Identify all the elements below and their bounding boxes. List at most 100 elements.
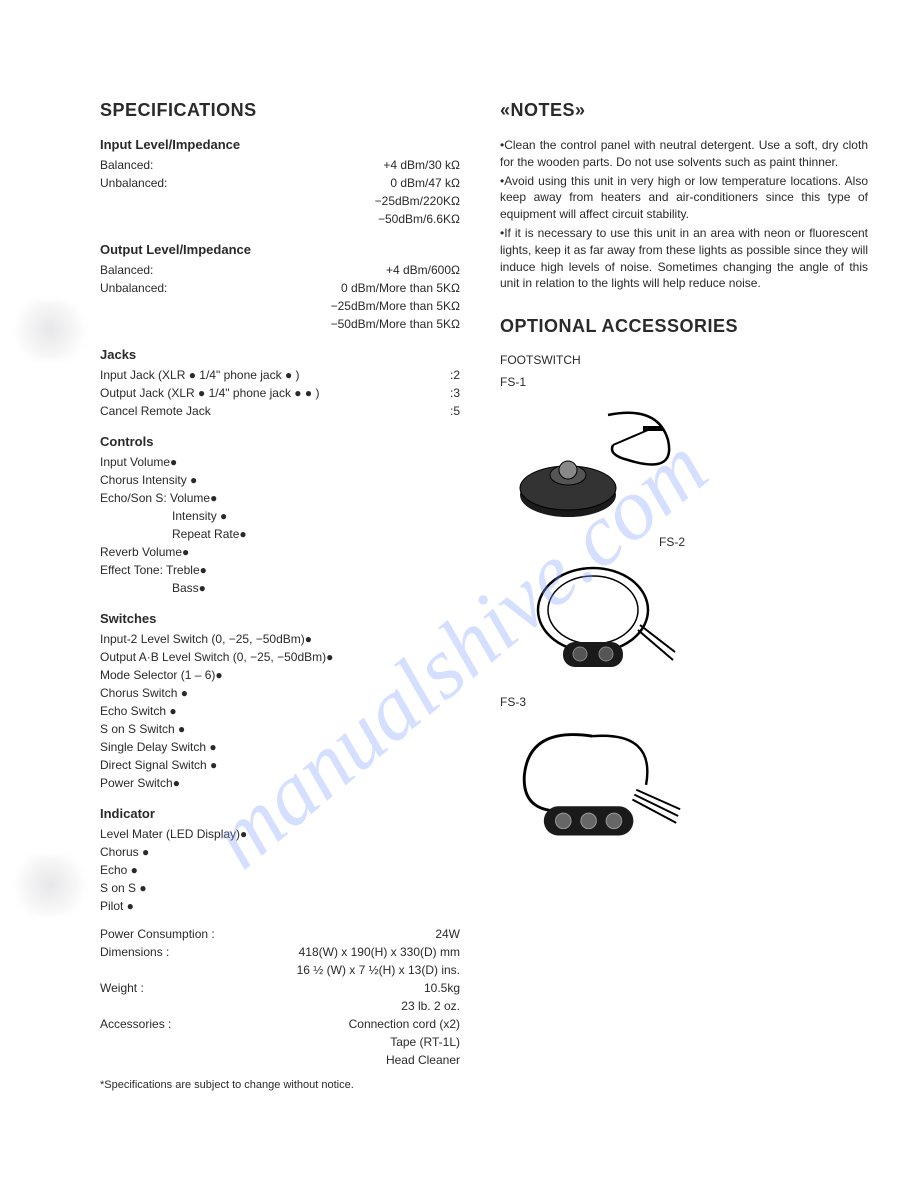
- misc-row: 23 lb. 2 oz.: [100, 997, 460, 1015]
- indicator-line: Echo ●: [100, 861, 460, 879]
- jack-value: :3: [430, 384, 460, 402]
- spec-value: −50dBm/More than 5KΩ: [210, 315, 460, 333]
- spec-row: −50dBm/More than 5KΩ: [100, 315, 460, 333]
- misc-row: Dimensions :418(W) x 190(H) x 330(D) mm: [100, 943, 460, 961]
- switch-line: Input-2 Level Switch (0, −25, −50dBm)●: [100, 630, 460, 648]
- control-line: Bass●: [100, 579, 460, 597]
- jack-value: :5: [430, 402, 460, 420]
- spec-label: Unbalanced:: [100, 174, 210, 192]
- control-line: Intensity ●: [100, 507, 460, 525]
- switch-line: Chorus Switch ●: [100, 684, 460, 702]
- misc-value: Tape (RT-1L): [240, 1033, 460, 1051]
- heading-jacks: Jacks: [100, 347, 460, 362]
- misc-value: 10.5kg: [240, 979, 460, 997]
- footswitch-item: FS-1: [500, 375, 685, 525]
- indicator-line: S on S ●: [100, 879, 460, 897]
- spec-row: Balanced: +4 dBm/30 kΩ: [100, 156, 460, 174]
- fs-label: FS-2: [500, 535, 685, 549]
- fs1-image: [500, 395, 685, 525]
- note-bullet: •Avoid using this unit in very high or l…: [500, 173, 868, 223]
- misc-row: Power Consumption :24W: [100, 925, 460, 943]
- indicator-line: Level Mater (LED Display)●: [100, 825, 460, 843]
- spec-row: Unbalanced: 0 dBm/47 kΩ: [100, 174, 460, 192]
- spec-label: Unbalanced:: [100, 279, 210, 297]
- spec-row: −25dBm/More than 5KΩ: [100, 297, 460, 315]
- note-bullet: •If it is necessary to use this unit in …: [500, 225, 868, 292]
- spec-label: Balanced:: [100, 261, 210, 279]
- misc-label: [100, 961, 240, 979]
- misc-label: Dimensions :: [100, 943, 240, 961]
- heading-indicator: Indicator: [100, 806, 460, 821]
- misc-row: Weight :10.5kg: [100, 979, 460, 997]
- footswitch-item: FS-2: [500, 535, 685, 685]
- heading-switches: Switches: [100, 611, 460, 626]
- jack-row: Output Jack (XLR ● 1/4" phone jack ● ● )…: [100, 384, 460, 402]
- misc-value: Head Cleaner: [240, 1051, 460, 1069]
- footswitch-subhead: FOOTSWITCH: [500, 353, 868, 367]
- misc-row: Tape (RT-1L): [100, 1033, 460, 1051]
- spec-value: −50dBm/6.6KΩ: [210, 210, 460, 228]
- control-line: Repeat Rate●: [100, 525, 460, 543]
- misc-label: [100, 1051, 240, 1069]
- jack-row: Input Jack (XLR ● 1/4" phone jack ● ):2: [100, 366, 460, 384]
- jack-label: Cancel Remote Jack: [100, 402, 430, 420]
- jack-label: Output Jack (XLR ● 1/4" phone jack ● ● ): [100, 384, 430, 402]
- note-bullet: •Clean the control panel with neutral de…: [500, 137, 868, 171]
- spec-value: −25dBm/More than 5KΩ: [210, 297, 460, 315]
- specifications-title: SPECIFICATIONS: [100, 100, 460, 121]
- control-line: Reverb Volume●: [100, 543, 460, 561]
- heading-output-level: Output Level/Impedance: [100, 242, 460, 257]
- footswitch-grid: FS-1 FS-2: [500, 375, 868, 845]
- misc-label: [100, 997, 240, 1015]
- control-line: Input Volume●: [100, 453, 460, 471]
- misc-row: 16 ½ (W) x 7 ½(H) x 13(D) ins.: [100, 961, 460, 979]
- control-line: Chorus Intensity ●: [100, 471, 460, 489]
- spec-value: +4 dBm/600Ω: [210, 261, 460, 279]
- scan-artifact-2: [15, 855, 85, 915]
- accessories-title: OPTIONAL ACCESSORIES: [500, 316, 868, 337]
- switch-line: Output A·B Level Switch (0, −25, −50dBm)…: [100, 648, 460, 666]
- spec-value: 0 dBm/More than 5KΩ: [210, 279, 460, 297]
- heading-controls: Controls: [100, 434, 460, 449]
- spec-row: Balanced: +4 dBm/600Ω: [100, 261, 460, 279]
- heading-input-level: Input Level/Impedance: [100, 137, 460, 152]
- misc-label: [100, 1033, 240, 1051]
- jack-row: Cancel Remote Jack:5: [100, 402, 460, 420]
- misc-value: 16 ½ (W) x 7 ½(H) x 13(D) ins.: [240, 961, 460, 979]
- spec-value: +4 dBm/30 kΩ: [210, 156, 460, 174]
- misc-label: Power Consumption :: [100, 925, 240, 943]
- switch-line: S on S Switch ●: [100, 720, 460, 738]
- misc-value: 23 lb. 2 oz.: [240, 997, 460, 1015]
- switch-line: Power Switch●: [100, 774, 460, 792]
- footnote: *Specifications are subject to change wi…: [100, 1079, 460, 1091]
- spec-row: −50dBm/6.6KΩ: [100, 210, 460, 228]
- jack-value: :2: [430, 366, 460, 384]
- spec-label: Balanced:: [100, 156, 210, 174]
- switch-line: Single Delay Switch ●: [100, 738, 460, 756]
- page-content: SPECIFICATIONS Input Level/Impedance Bal…: [0, 0, 918, 1141]
- switch-line: Direct Signal Switch ●: [100, 756, 460, 774]
- spec-value: 0 dBm/47 kΩ: [210, 174, 460, 192]
- control-line: Echo/Son S: Volume●: [100, 489, 460, 507]
- fs-label: FS-1: [500, 375, 685, 389]
- switch-line: Echo Switch ●: [100, 702, 460, 720]
- switch-line: Mode Selector (1 – 6)●: [100, 666, 460, 684]
- spec-value: −25dBm/220KΩ: [210, 192, 460, 210]
- indicator-line: Chorus ●: [100, 843, 460, 861]
- notes-title: «NOTES»: [500, 100, 868, 121]
- misc-row: Head Cleaner: [100, 1051, 460, 1069]
- scan-artifact-1: [15, 300, 85, 360]
- left-column: SPECIFICATIONS Input Level/Impedance Bal…: [100, 100, 460, 1091]
- spec-row: Unbalanced: 0 dBm/More than 5KΩ: [100, 279, 460, 297]
- misc-value: Connection cord (x2): [240, 1015, 460, 1033]
- misc-label: Weight :: [100, 979, 240, 997]
- right-column: «NOTES» •Clean the control panel with ne…: [500, 100, 868, 1091]
- fs-label: FS-3: [500, 695, 685, 709]
- spec-row: −25dBm/220KΩ: [100, 192, 460, 210]
- misc-value: 418(W) x 190(H) x 330(D) mm: [240, 943, 460, 961]
- control-line: Effect Tone: Treble●: [100, 561, 460, 579]
- misc-value: 24W: [240, 925, 460, 943]
- fs3-image: [500, 715, 685, 845]
- fs2-image: [500, 555, 685, 685]
- jack-label: Input Jack (XLR ● 1/4" phone jack ● ): [100, 366, 430, 384]
